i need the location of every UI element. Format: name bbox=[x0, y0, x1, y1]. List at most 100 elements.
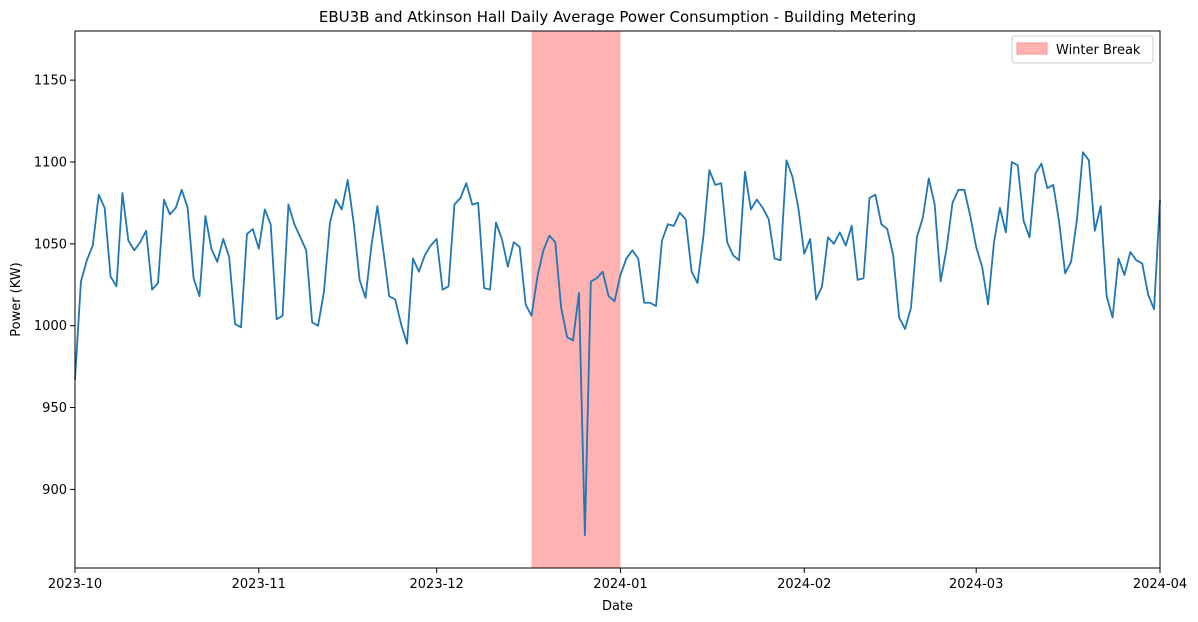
data-point bbox=[418, 270, 420, 272]
data-point bbox=[607, 295, 609, 297]
data-point bbox=[198, 295, 200, 297]
data-point bbox=[619, 274, 621, 276]
data-point bbox=[987, 303, 989, 305]
data-point bbox=[548, 234, 550, 236]
data-point bbox=[898, 316, 900, 318]
data-point bbox=[679, 212, 681, 214]
data-point bbox=[477, 202, 479, 204]
data-point bbox=[1034, 172, 1036, 174]
data-point bbox=[323, 290, 325, 292]
data-point bbox=[216, 261, 218, 263]
data-point bbox=[779, 259, 781, 261]
data-point bbox=[1040, 162, 1042, 164]
y-tick-label: 1100 bbox=[34, 155, 67, 170]
data-point bbox=[1017, 164, 1019, 166]
data-point bbox=[601, 270, 603, 272]
data-point bbox=[86, 259, 88, 261]
data-point bbox=[762, 207, 764, 209]
data-point bbox=[584, 534, 586, 536]
data-point bbox=[293, 223, 295, 225]
data-point bbox=[904, 328, 906, 330]
legend: Winter Break bbox=[1011, 35, 1154, 64]
legend-swatch-winter-break bbox=[1016, 42, 1048, 55]
data-point bbox=[169, 213, 171, 215]
data-point bbox=[1052, 184, 1054, 186]
data-point bbox=[530, 315, 532, 317]
y-axis: 900 950 1000 1050 1100 1150 bbox=[34, 74, 75, 498]
data-point bbox=[744, 171, 746, 173]
data-point bbox=[1064, 272, 1066, 274]
data-point bbox=[999, 207, 1001, 209]
data-point bbox=[554, 241, 556, 243]
data-point bbox=[269, 223, 271, 225]
data-point bbox=[1105, 295, 1107, 297]
data-point bbox=[939, 280, 941, 282]
data-point bbox=[850, 225, 852, 227]
y-tick-label: 1000 bbox=[34, 319, 67, 334]
data-point bbox=[98, 194, 100, 196]
data-point bbox=[667, 223, 669, 225]
y-tick-label: 950 bbox=[42, 401, 67, 416]
x-tick-label: 2023-12 bbox=[410, 577, 464, 592]
data-point bbox=[726, 241, 728, 243]
data-point bbox=[430, 244, 432, 246]
data-point bbox=[708, 169, 710, 171]
data-point bbox=[335, 198, 337, 200]
data-point bbox=[305, 249, 307, 251]
data-point bbox=[934, 203, 936, 205]
data-point bbox=[228, 256, 230, 258]
data-point bbox=[536, 275, 538, 277]
data-point bbox=[115, 285, 117, 287]
data-point bbox=[222, 238, 224, 240]
x-tick-label: 2024-01 bbox=[593, 577, 647, 592]
data-point bbox=[767, 218, 769, 220]
y-tick-label: 900 bbox=[42, 483, 67, 498]
data-point bbox=[424, 254, 426, 256]
data-point bbox=[400, 323, 402, 325]
x-tick-label: 2024-04 bbox=[1133, 577, 1187, 592]
data-point bbox=[80, 280, 82, 282]
data-point bbox=[364, 297, 366, 299]
data-point bbox=[524, 303, 526, 305]
data-point bbox=[447, 285, 449, 287]
data-point bbox=[1100, 205, 1102, 207]
data-point bbox=[613, 300, 615, 302]
data-point bbox=[246, 233, 248, 235]
data-point bbox=[92, 244, 94, 246]
data-point bbox=[797, 207, 799, 209]
data-point bbox=[382, 249, 384, 251]
data-point bbox=[963, 189, 965, 191]
data-point bbox=[1111, 316, 1113, 318]
data-point bbox=[1046, 187, 1048, 189]
data-point bbox=[1147, 293, 1149, 295]
plot-area bbox=[74, 31, 1161, 568]
data-point bbox=[163, 198, 165, 200]
data-point bbox=[1005, 231, 1007, 233]
data-point bbox=[975, 246, 977, 248]
data-point bbox=[673, 225, 675, 227]
data-point bbox=[845, 244, 847, 246]
data-point bbox=[910, 306, 912, 308]
data-point bbox=[655, 305, 657, 307]
data-point bbox=[358, 279, 360, 281]
data-point bbox=[892, 254, 894, 256]
data-point bbox=[922, 216, 924, 218]
data-point bbox=[1088, 159, 1090, 161]
data-point bbox=[1022, 220, 1024, 222]
data-point bbox=[809, 238, 811, 240]
data-point bbox=[803, 252, 805, 254]
data-point bbox=[1141, 262, 1143, 264]
data-point bbox=[109, 275, 111, 277]
data-point bbox=[738, 259, 740, 261]
data-point bbox=[702, 234, 704, 236]
data-point bbox=[234, 323, 236, 325]
data-point bbox=[945, 248, 947, 250]
data-point bbox=[684, 218, 686, 220]
y-tick-label: 1050 bbox=[34, 237, 67, 252]
data-point bbox=[862, 277, 864, 279]
data-point bbox=[643, 302, 645, 304]
data-point bbox=[175, 207, 177, 209]
data-point bbox=[459, 197, 461, 199]
data-point bbox=[969, 215, 971, 217]
